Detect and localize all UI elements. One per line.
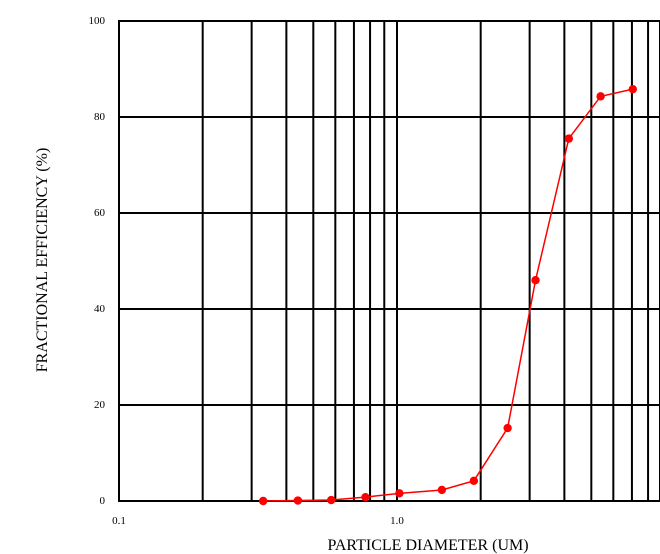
plot-frame — [118, 20, 660, 502]
y-tick-label: 60 — [94, 207, 106, 219]
data-point — [361, 492, 370, 502]
y-tick-label: 100 — [89, 15, 106, 27]
data-point — [258, 496, 268, 506]
data-point — [327, 495, 336, 505]
y-tick-label: 0 — [100, 495, 106, 507]
data-point — [437, 485, 447, 495]
data-point — [293, 496, 303, 505]
series-layer — [258, 84, 637, 506]
data-point — [628, 84, 637, 94]
y-tick-label: 40 — [94, 303, 106, 315]
series-line — [263, 88, 633, 502]
x-tick-label: 1.0 — [390, 515, 404, 527]
tick-labels: 0 20 40 60 80 100 0.1 1.0 — [89, 15, 405, 527]
plot-border — [118, 20, 660, 502]
data-point — [503, 423, 512, 433]
data-point — [469, 476, 479, 486]
data-point — [596, 92, 605, 101]
x-axis-title: PARTICLE DIAMETER (UM) — [327, 537, 528, 554]
data-point — [564, 134, 574, 143]
y-axis-title: FRACTIONAL EFFICIENCY (%) — [34, 148, 51, 373]
y-tick-label: 20 — [94, 399, 106, 411]
y-tick-label: 80 — [94, 111, 106, 123]
x-tick-label: 0.1 — [112, 515, 126, 527]
grid-layer — [118, 20, 660, 502]
data-point — [531, 276, 540, 285]
data-point — [395, 489, 404, 498]
